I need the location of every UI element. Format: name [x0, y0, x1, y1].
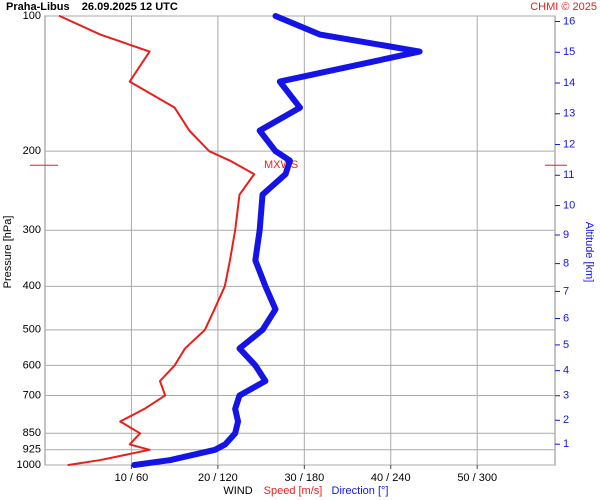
x-tick-label: 50 / 300: [457, 472, 497, 484]
y-tick-label: 100: [23, 10, 41, 22]
y-tick-label: 200: [23, 145, 41, 157]
x-tick-label: 10 / 60: [115, 472, 149, 484]
y2-tick-label: 2: [563, 414, 569, 426]
y2-tick-label: 4: [563, 365, 569, 377]
series-line: [58, 15, 256, 466]
y-tick-label: 400: [23, 280, 41, 292]
y-tick-label: 1000: [17, 459, 41, 471]
credit: CHMI © 2025: [530, 1, 597, 13]
legend-entry: Speed [m/s]: [264, 485, 323, 497]
plot-frame: [44, 15, 556, 466]
y-tick-label: 925: [23, 444, 41, 456]
y-tick-label: 600: [23, 359, 41, 371]
x-axis-label: WIND: [223, 485, 252, 497]
y2-tick-label: 8: [563, 258, 569, 270]
y-tick-label: 850: [23, 427, 41, 439]
x-tick-label: 40 / 240: [371, 472, 411, 484]
y2-tick-label: 12: [563, 138, 575, 150]
series-line: [131, 13, 423, 468]
legend-entry: Direction [°]: [332, 485, 389, 497]
y2-tick-label: 16: [563, 15, 575, 27]
y-tick-label: 300: [23, 224, 41, 236]
y-tick-label: 700: [23, 389, 41, 401]
chart-title: Praha-Libus 26.09.2025 12 UTC: [6, 1, 178, 13]
y2-tick-label: 15: [563, 46, 575, 58]
y2-tick-label: 6: [563, 312, 569, 324]
y2-axis-label: Altitude [km]: [583, 222, 595, 283]
y2-tick-label: 3: [563, 390, 569, 402]
x-tick-label: 30 / 180: [284, 472, 324, 484]
x-tick-label: 20 / 120: [198, 472, 238, 484]
y2-tick-label: 11: [563, 169, 574, 181]
y2-tick-label: 14: [563, 77, 575, 89]
y-axis-label: Pressure [hPa]: [2, 216, 14, 289]
y2-tick-label: 9: [563, 229, 569, 241]
annotation: MXWS: [264, 159, 298, 171]
y2-tick-label: 13: [563, 108, 575, 120]
y-tick-label: 500: [23, 324, 41, 336]
y2-tick-label: 7: [563, 285, 569, 297]
y2-tick-label: 5: [563, 339, 569, 351]
y2-tick-label: 10: [563, 199, 575, 211]
y2-tick-label: 1: [563, 438, 569, 450]
